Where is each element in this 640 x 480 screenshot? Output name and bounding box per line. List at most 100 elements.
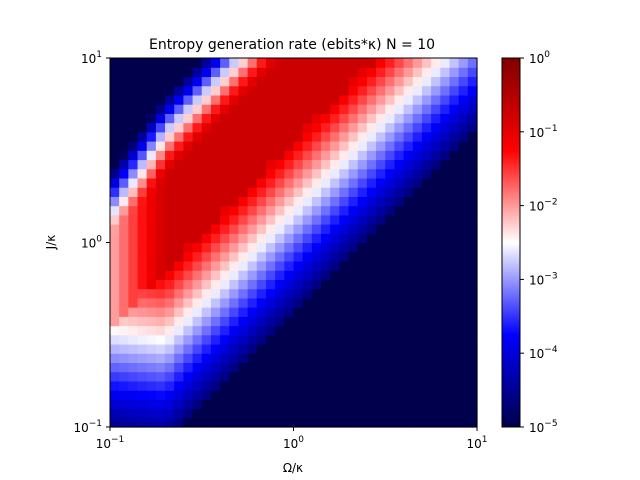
heatmap-cell <box>128 104 139 114</box>
heatmap-cell <box>210 122 221 133</box>
heatmap-cell <box>238 307 249 317</box>
heatmap-cell <box>357 325 368 336</box>
heatmap-cell <box>385 380 396 391</box>
heatmap-cell <box>431 325 441 336</box>
heatmap-cell <box>376 270 386 280</box>
heatmap-cell <box>403 353 414 364</box>
heatmap-cell <box>201 122 212 133</box>
heatmap-cell <box>192 214 203 225</box>
heatmap-cell <box>330 177 340 188</box>
heatmap-cell <box>321 242 331 253</box>
heatmap-cell <box>201 150 212 161</box>
heatmap-cell <box>220 131 230 142</box>
heatmap-cell <box>394 353 405 364</box>
heatmap-cell <box>275 196 285 207</box>
heatmap-cell <box>284 150 295 161</box>
heatmap-cell <box>421 122 432 133</box>
heatmap-cell <box>321 353 331 364</box>
heatmap-cell <box>110 390 120 400</box>
heatmap-cell <box>467 316 478 327</box>
heatmap-cell <box>421 380 432 391</box>
heatmap-cell <box>183 288 194 299</box>
heatmap-cell <box>357 159 368 170</box>
heatmap-cell <box>394 131 405 142</box>
heatmap-cell <box>183 122 194 133</box>
heatmap-cell <box>238 196 249 207</box>
heatmap-cell <box>339 362 350 373</box>
heatmap-cell <box>366 205 377 216</box>
heatmap-cell <box>256 353 267 364</box>
heatmap-cell <box>339 251 350 262</box>
heatmap-cell <box>440 399 451 410</box>
heatmap-cell <box>421 279 432 290</box>
heatmap-cell <box>229 76 240 87</box>
heatmap-cell <box>321 307 331 317</box>
heatmap-cell <box>467 251 478 262</box>
heatmap-cell <box>376 159 386 170</box>
heatmap-cell <box>165 334 175 345</box>
heatmap-cell <box>293 288 304 299</box>
heatmap-cell <box>293 196 304 207</box>
heatmap-cell <box>330 242 340 253</box>
heatmap-cell <box>458 76 469 87</box>
heatmap-cell <box>449 362 460 373</box>
heatmap-cell <box>256 371 267 382</box>
heatmap-cell <box>440 224 451 234</box>
heatmap-cell <box>421 141 432 151</box>
heatmap-cell <box>431 214 441 225</box>
heatmap-cell <box>385 150 396 161</box>
heatmap-cell <box>348 334 359 345</box>
heatmap-cell <box>201 408 212 419</box>
heatmap-cell <box>146 417 157 428</box>
heatmap-cell <box>174 205 184 216</box>
heatmap-cell <box>128 260 139 271</box>
heatmap-cell <box>330 58 340 68</box>
heatmap-cell <box>155 417 166 428</box>
heatmap-cell <box>293 214 304 225</box>
colorbar <box>501 57 521 428</box>
heatmap-cell <box>403 325 414 336</box>
heatmap-cell <box>339 113 350 124</box>
heatmap-cell <box>449 113 460 124</box>
heatmap-cell <box>275 141 285 151</box>
heatmap-cell <box>403 251 414 262</box>
heatmap-cell <box>440 362 451 373</box>
heatmap-cell <box>440 279 451 290</box>
heatmap-cell <box>229 196 240 207</box>
heatmap-cell <box>119 417 129 428</box>
heatmap-cell <box>449 94 460 105</box>
heatmap-cell <box>229 187 240 197</box>
heatmap-cell <box>119 104 129 114</box>
heatmap-cell <box>412 316 423 327</box>
heatmap-cell <box>421 297 432 308</box>
heatmap-cell <box>293 353 304 364</box>
heatmap-cell <box>394 390 405 400</box>
heatmap-cell <box>330 141 340 151</box>
heatmap-cell <box>467 417 478 428</box>
heatmap-cell <box>155 187 166 197</box>
heatmap-cell <box>201 325 212 336</box>
heatmap-cell <box>339 196 350 207</box>
heatmap-cell <box>321 279 331 290</box>
heatmap-cell <box>119 390 129 400</box>
heatmap-cell <box>440 122 451 133</box>
heatmap-cell <box>229 159 240 170</box>
heatmap-cell <box>293 390 304 400</box>
heatmap-cell <box>394 67 405 78</box>
heatmap-cell <box>146 131 157 142</box>
heatmap-cell <box>431 353 441 364</box>
heatmap-cell <box>155 353 166 364</box>
heatmap-cell <box>284 85 295 96</box>
heatmap-cell <box>174 251 184 262</box>
heatmap-cell <box>449 58 460 68</box>
heatmap-cell <box>119 260 129 271</box>
heatmap-cell <box>403 150 414 161</box>
heatmap-cell <box>293 224 304 234</box>
heatmap-cell <box>183 196 194 207</box>
heatmap-cell <box>330 214 340 225</box>
heatmap-cell <box>311 251 322 262</box>
heatmap-cell <box>339 58 350 68</box>
heatmap-cell <box>201 76 212 87</box>
heatmap-cell <box>119 177 129 188</box>
heatmap-cell <box>412 408 423 419</box>
